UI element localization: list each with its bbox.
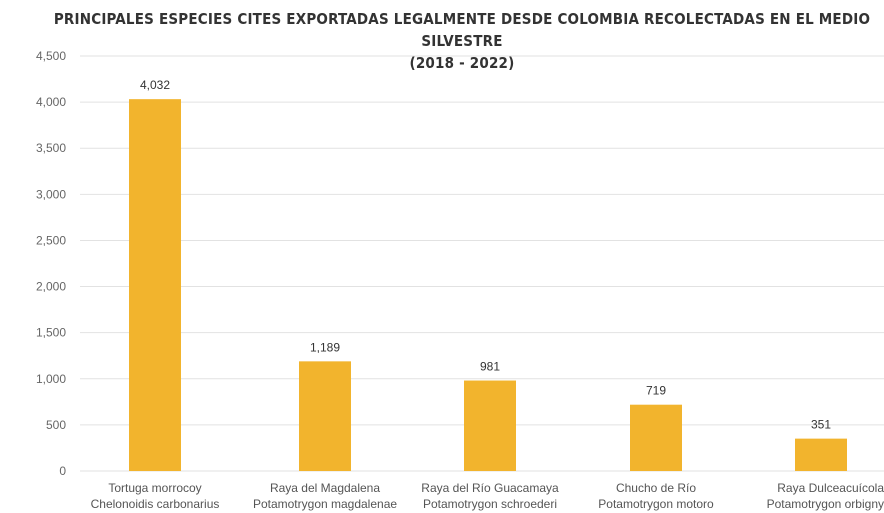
y-tick-label: 3,500 — [36, 141, 66, 155]
y-tick-label: 3,000 — [36, 187, 66, 201]
x-category-label: Chucho de Río — [616, 481, 696, 495]
data-label: 719 — [646, 384, 666, 398]
bar — [464, 380, 516, 471]
y-tick-label: 1,500 — [36, 326, 66, 340]
x-category-label: Raya del Magdalena — [270, 481, 380, 495]
y-tick-label: 500 — [46, 418, 66, 432]
x-category-label: Potamotrygon magdalenae — [253, 497, 397, 511]
data-label: 1,189 — [310, 340, 340, 354]
data-label: 4,032 — [140, 78, 170, 92]
x-category-label: Potamotrygon schroederi — [423, 497, 557, 511]
x-category-label: Potamotrygon motoro — [598, 497, 714, 511]
x-category-label: Potamotrygon orbigny — [767, 497, 884, 511]
bar — [630, 404, 682, 471]
bar — [299, 361, 351, 471]
data-label: 981 — [480, 360, 500, 374]
y-tick-label: 4,500 — [36, 49, 66, 63]
x-category-label: Raya Dulceacuícola — [777, 481, 884, 495]
x-category-label: Chelonoidis carbonarius — [91, 497, 220, 511]
y-tick-label: 0 — [59, 464, 66, 478]
chart-subtitle: (2018 - 2022) — [409, 54, 515, 72]
bar — [129, 99, 181, 471]
chart-title-text: PRINCIPALES ESPECIES CITES EXPORTADAS LE… — [53, 10, 871, 50]
y-tick-label: 1,000 — [36, 372, 66, 386]
chart-title: PRINCIPALES ESPECIES CITES EXPORTADAS LE… — [0, 8, 884, 74]
data-label: 351 — [811, 418, 831, 432]
x-category-label: Raya del Río Guacamaya — [421, 481, 559, 495]
y-tick-label: 4,000 — [36, 95, 66, 109]
x-category-label: Tortuga morrocoy — [108, 481, 201, 495]
bar — [795, 438, 847, 471]
y-tick-label: 2,000 — [36, 280, 66, 294]
y-tick-label: 2,500 — [36, 233, 66, 247]
